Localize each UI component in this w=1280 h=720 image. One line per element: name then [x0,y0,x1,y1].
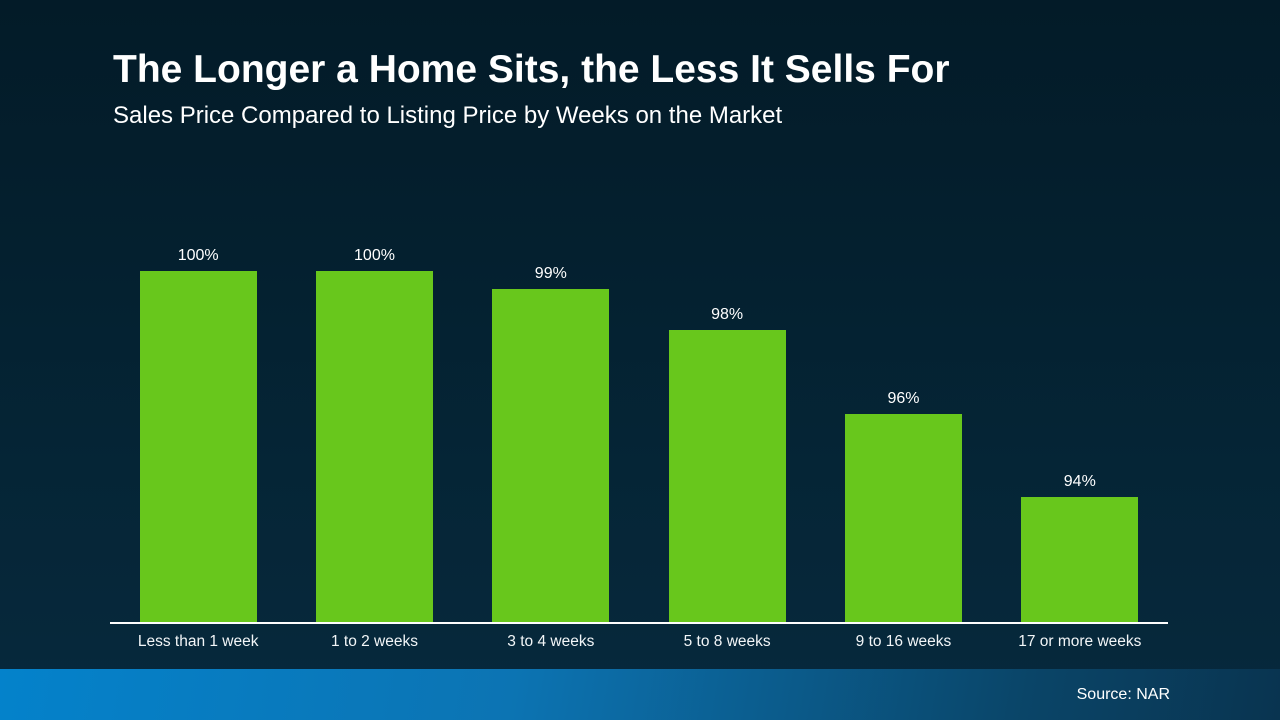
bar-chart: 100% 100% 99% 98% 96% 94% Less than 1 week 1 t… [110,247,1168,651]
x-axis-labels: Less than 1 week 1 to 2 weeks 3 to 4 weeks… [110,624,1168,651]
x-axis-label: 5 to 8 weeks [683,633,771,650]
plot-area: 100% 100% 99% 98% 96% 94% [110,247,1168,622]
bar [844,414,962,622]
bar [315,271,433,622]
bar-value-label: 96% [887,390,920,407]
x-axis-label: Less than 1 week [137,633,259,650]
x-axis-label: 3 to 4 weeks [507,633,595,650]
bar-group: 100% [110,247,286,622]
bar-group: 100% [286,247,462,622]
bar-value-label: 99% [534,265,567,282]
x-axis-label: 9 to 16 weeks [855,633,952,650]
bar-group: 94% [992,247,1168,622]
bar [492,289,610,622]
footer-bar: Source: NAR [0,669,1280,720]
bar-group: 96% [815,247,991,622]
bar [139,271,257,622]
x-axis-label: 17 or more weeks [1018,633,1142,650]
bar-value-label: 100% [354,247,395,264]
bar [1021,497,1139,622]
x-axis-line [110,622,1168,624]
bar-value-label: 100% [177,247,219,264]
x-axis-label: 1 to 2 weeks [330,633,418,650]
bar-value-label: 98% [711,306,744,323]
bar [668,330,786,622]
bar-value-label: 94% [1063,473,1096,490]
chart-subtitle: Sales Price Compared to Listing Price by… [113,102,783,129]
bar-group: 98% [639,247,815,622]
bar-group: 99% [463,247,639,622]
source-label: Source: NAR [1076,685,1170,703]
chart-title: The Longer a Home Sits, the Less It Sell… [113,48,950,91]
